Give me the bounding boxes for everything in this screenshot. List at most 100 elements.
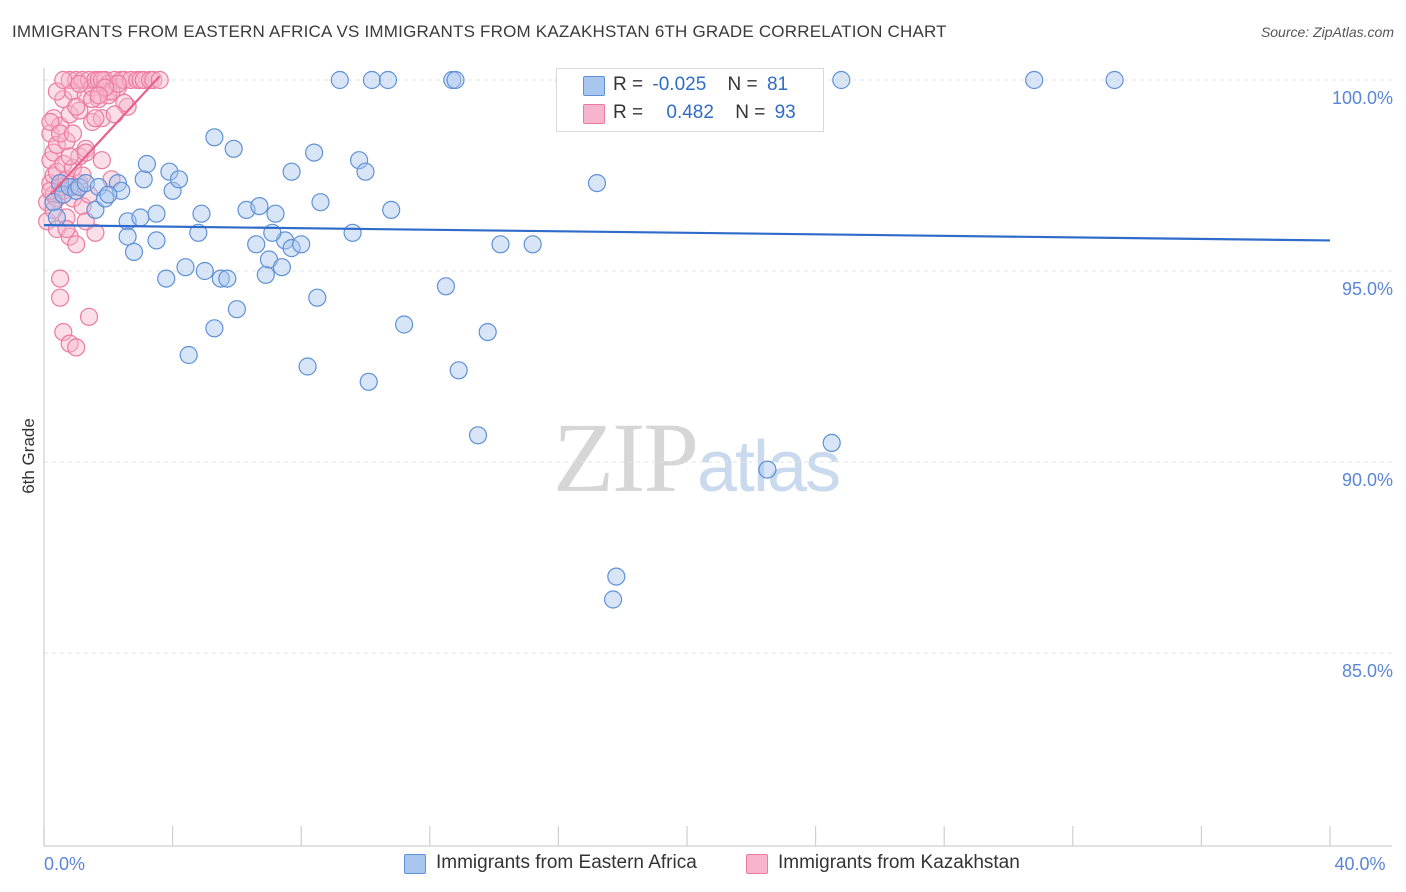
kazakhstan-point	[54, 323, 73, 342]
kazakhstan-point	[47, 82, 67, 101]
eastern-africa-point	[99, 185, 118, 204]
legend-swatch-pink	[746, 854, 768, 874]
legend-label-eastern-africa: Immigrants from Eastern Africa	[436, 852, 697, 873]
legend-label-kazakhstan: Immigrants from Kazakhstan	[778, 852, 1020, 873]
eastern-africa-point	[176, 258, 195, 277]
eastern-africa-point	[758, 460, 777, 479]
x-tick-label: 40.0%	[1334, 854, 1385, 874]
series-legend: Immigrants from Eastern Africa Immigrant…	[0, 852, 1406, 878]
eastern-africa-point	[1105, 70, 1124, 90]
eastern-africa-point	[478, 323, 497, 342]
eastern-africa-point	[603, 590, 623, 609]
legend-swatch-blue	[583, 76, 605, 96]
trend-line-eastern-africa	[43, 224, 1331, 242]
kazakhstan-point	[144, 70, 163, 90]
eastern-africa-point	[250, 197, 269, 216]
eastern-africa-point	[468, 426, 488, 445]
legend-r-label: R =	[613, 74, 644, 95]
kazakhstan-point	[50, 124, 70, 143]
eastern-africa-point	[523, 235, 542, 254]
eastern-africa-point	[350, 151, 369, 170]
kazakhstan-point	[105, 105, 124, 124]
series-kazakhstan-points	[38, 70, 169, 357]
legend-n-label: N =	[727, 74, 758, 95]
kazakhstan-point	[150, 70, 169, 90]
y-tick-label: 90.0%	[1342, 470, 1393, 490]
eastern-africa-point	[1025, 70, 1044, 90]
legend-r-value-pink: 0.482	[666, 102, 714, 123]
trend-line-kazakhstan	[49, 75, 161, 196]
eastern-africa-point	[192, 204, 211, 223]
legend-r-value-blue: -0.025	[652, 74, 707, 95]
watermark-zip: ZIP	[553, 402, 699, 513]
eastern-africa-point	[227, 300, 246, 319]
eastern-africa-point	[211, 269, 230, 288]
legend-swatch-pink	[583, 104, 605, 124]
legend-r-label: R =	[613, 102, 644, 123]
series-eastern-africa-points	[44, 70, 1124, 609]
kazakhstan-point	[57, 132, 76, 151]
kazakhstan-point	[63, 124, 83, 143]
source-credit: Source: ZipAtlas.com	[1260, 24, 1394, 40]
y-tick-labels: 100.0% 95.0% 90.0% 85.0%	[1332, 88, 1393, 681]
watermark: ZIPatlas	[553, 400, 841, 515]
eastern-africa-point	[118, 227, 137, 246]
kazakhstan-point	[50, 288, 70, 307]
y-tick-label: 100.0%	[1332, 88, 1393, 108]
eastern-africa-point	[189, 223, 208, 242]
eastern-africa-point	[205, 319, 224, 338]
eastern-africa-point	[446, 70, 465, 90]
eastern-africa-point	[218, 269, 237, 288]
kazakhstan-point	[63, 158, 83, 177]
eastern-africa-point	[266, 204, 285, 223]
eastern-africa-point	[378, 70, 398, 90]
eastern-africa-point	[305, 143, 324, 162]
eastern-africa-point	[491, 235, 510, 254]
eastern-africa-point	[395, 315, 414, 334]
eastern-africa-point	[282, 162, 301, 181]
legend-n-label: N =	[735, 102, 766, 123]
eastern-africa-point	[147, 231, 166, 250]
eastern-africa-point	[224, 139, 243, 158]
kazakhstan-point	[54, 70, 73, 90]
eastern-africa-point	[362, 70, 381, 90]
eastern-africa-point	[195, 261, 214, 281]
kazakhstan-point	[60, 147, 79, 166]
kazakhstan-point	[67, 338, 86, 357]
eastern-africa-point	[298, 357, 317, 376]
eastern-africa-point	[124, 242, 144, 261]
kazakhstan-point	[70, 74, 89, 93]
eastern-africa-point	[160, 162, 179, 181]
kazakhstan-point	[67, 235, 86, 254]
eastern-africa-point	[247, 235, 266, 254]
eastern-africa-point	[436, 277, 455, 296]
eastern-africa-point	[359, 372, 378, 391]
kazakhstan-point	[92, 151, 112, 170]
y-axis-title: 6th Grade	[19, 418, 38, 494]
eastern-africa-point	[587, 174, 607, 193]
eastern-africa-point	[134, 170, 153, 189]
kazakhstan-point	[86, 109, 105, 128]
eastern-africa-point	[169, 170, 189, 189]
kazakhstan-point	[54, 154, 73, 174]
kazakhstan-point	[76, 143, 95, 162]
eastern-africa-point	[292, 235, 311, 254]
stats-legend: R = -0.025 N = 81 R = 0.482 N = 93	[556, 68, 824, 132]
eastern-africa-point	[147, 204, 166, 223]
kazakhstan-point	[47, 135, 67, 154]
eastern-africa-point	[311, 193, 330, 212]
eastern-africa-point	[822, 433, 841, 452]
eastern-africa-point	[343, 223, 362, 242]
eastern-africa-point	[256, 265, 275, 284]
eastern-africa-point	[449, 361, 468, 380]
eastern-africa-point	[356, 162, 375, 181]
eastern-africa-point	[163, 181, 182, 200]
x-tick-labels: 0.0% 40.0%	[44, 854, 1386, 874]
eastern-africa-point	[89, 177, 108, 197]
eastern-africa-point	[47, 208, 67, 227]
x-ticks	[43, 826, 1331, 846]
watermark-atlas: atlas	[697, 427, 841, 507]
eastern-africa-point	[137, 154, 156, 174]
y-tick-label: 85.0%	[1342, 661, 1393, 681]
